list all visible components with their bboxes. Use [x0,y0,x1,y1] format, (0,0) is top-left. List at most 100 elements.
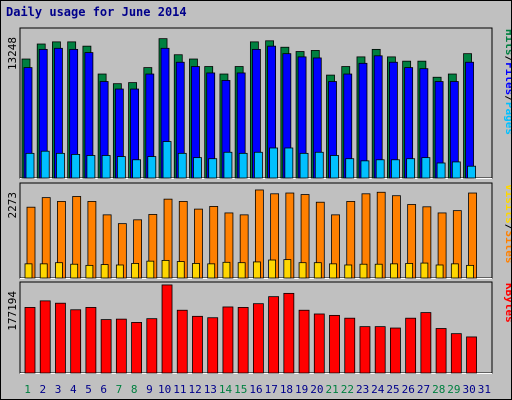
pages-bar-3 [56,152,65,179]
pages-bar-28 [436,162,446,179]
pages-bar-2 [40,150,50,179]
x-tick-label-5: 5 [85,383,92,396]
x-tick-label-10: 10 [158,383,171,396]
x-tick-label-6: 6 [100,383,107,396]
visits-bar-16 [252,261,261,279]
visits-bar-26 [405,263,414,279]
x-tick-label-28: 28 [432,383,445,396]
visits-bar-21 [329,263,337,279]
visits-bar-8 [131,263,139,279]
pages-bar-7 [116,156,126,179]
kbytes-bar-9 [146,318,158,374]
y-max-label-2: 2273 [6,192,19,219]
visits-bar-2 [39,263,48,279]
kbytes-bar-3 [55,302,66,374]
legend-item-visits: Visits [503,184,511,224]
pages-bar-22 [345,158,355,179]
pages-bar-1 [25,152,35,179]
visits-bar-22 [344,264,353,279]
visits-bar-14 [222,261,231,279]
kbytes-bar-14 [222,306,234,374]
kbytes-bar-26 [405,317,417,374]
visits-bar-23 [359,263,368,279]
visits-bar-10 [161,259,170,279]
x-tick-label-26: 26 [402,383,415,396]
x-tick-label-24: 24 [371,383,385,396]
pages-bar-5 [86,155,96,179]
legend-item-kbytes: KBytes [503,283,511,323]
legend-item-pages: Pages [503,102,511,135]
x-tick-label-3: 3 [55,383,62,396]
pages-bar-16 [253,151,263,179]
visits-bar-18 [283,259,292,279]
pages-bar-18 [284,147,294,179]
visits-bar-3 [55,262,63,279]
kbytes-bar-16 [252,303,264,374]
visits-bar-1 [24,263,33,279]
x-tick-label-4: 4 [70,383,77,396]
pages-bar-17 [269,147,279,179]
kbytes-bar-21 [329,314,340,374]
pages-bar-29 [451,161,461,179]
legend-1: Hits/Files/Pages [503,29,511,135]
visits-bar-27 [420,262,429,279]
kbytes-bar-6 [100,319,112,374]
visits-bar-13 [207,263,216,279]
pages-bar-20 [314,151,324,179]
pages-bar-10 [162,141,172,179]
legend-3: KBytes [503,283,511,323]
kbytes-bar-7 [115,318,127,374]
pages-bar-12 [193,157,202,179]
pages-bar-26 [406,158,416,179]
x-tick-label-17: 17 [265,383,278,396]
x-tick-label-31: 31 [478,383,491,396]
kbytes-bar-30 [466,336,477,374]
visits-bar-12 [192,263,200,279]
pages-bar-24 [375,159,385,179]
visits-bar-29 [450,263,459,279]
visits-bar-15 [237,262,246,279]
pages-bar-21 [330,155,339,179]
visits-bar-20 [313,262,322,279]
pages-bar-9 [147,156,157,179]
legend-separator: / [503,95,511,102]
kbytes-bar-20 [313,313,325,374]
x-tick-label-9: 9 [146,383,153,396]
x-tick-label-20: 20 [310,383,323,396]
kbytes-bar-24 [374,326,386,374]
legend-item-files: Files [503,62,511,95]
visits-bar-24 [374,263,383,279]
x-tick-label-15: 15 [234,383,247,396]
legend-separator: / [503,56,511,63]
pages-bar-15 [238,152,248,179]
visits-bar-11 [176,261,185,279]
pages-bar-6 [101,155,111,179]
x-tick-label-2: 2 [40,383,47,396]
x-tick-label-18: 18 [280,383,293,396]
kbytes-bar-25 [390,327,401,374]
visits-bar-30 [466,264,474,279]
visits-bar-28 [435,264,444,279]
pages-bar-4 [71,154,81,179]
pages-bar-25 [391,159,400,179]
y-max-label-1: 13248 [6,37,19,70]
x-tick-label-19: 19 [295,383,308,396]
kbytes-bar-11 [176,309,188,374]
visits-bar-4 [70,263,79,279]
visits-bar-25 [390,263,398,279]
kbytes-bar-8 [131,322,142,374]
y-max-label-3: 177194 [6,291,19,331]
visits-bar-6 [100,264,109,279]
kbytes-bar-23 [359,326,371,374]
legend-item-sites: Sites [503,230,511,263]
kbytes-bar-27 [420,312,432,374]
visits-bar-9 [146,260,155,279]
x-tick-label-30: 30 [463,383,476,396]
kbytes-bar-1 [24,307,36,374]
kbytes-bar-18 [283,292,295,374]
x-tick-label-1: 1 [24,383,31,396]
x-tick-label-27: 27 [417,383,430,396]
pages-bar-13 [208,158,218,179]
